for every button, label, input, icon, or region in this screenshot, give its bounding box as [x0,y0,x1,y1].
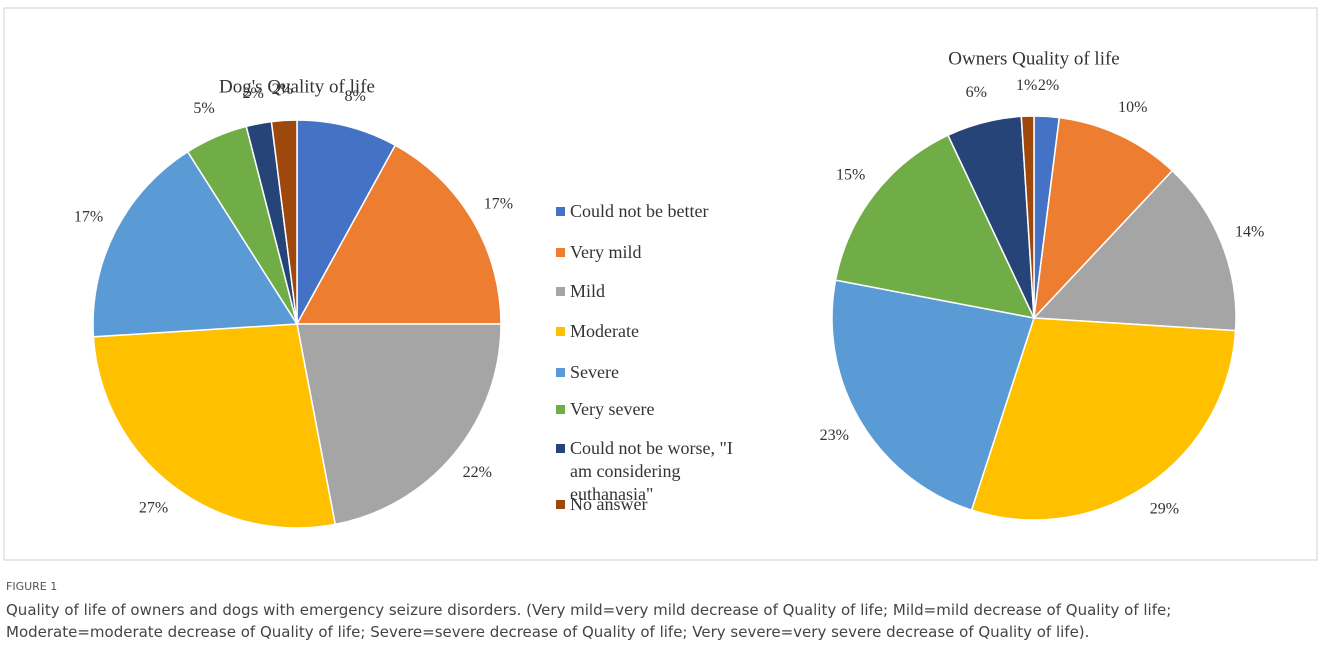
pie-slice [1032,116,1174,321]
pie-slice [92,150,299,338]
pie-slice [295,144,502,325]
data-label: 2% [242,85,263,102]
legend-item: Could not be better [556,200,756,223]
legend-item: Very mild [556,241,756,264]
caption-label: FIGURE 1 [6,580,58,593]
data-label: 8% [345,88,366,105]
legend-label: Could not be better [570,201,709,221]
legend-item: Severe [556,361,756,384]
data-label: 15% [836,166,865,183]
data-label: 17% [74,208,103,225]
pie-slice [296,119,397,325]
data-label: 5% [193,100,214,117]
legend-swatch [556,500,565,509]
legend-swatch [556,444,565,453]
legend-label: Mild [570,281,606,301]
data-label: 6% [966,84,987,101]
pie-slice [831,279,1035,512]
pie-slice [92,323,337,529]
pie-slice [296,323,502,526]
legend-item: Moderate [556,320,756,343]
pie-slice [1020,115,1035,319]
pie-slice [1032,169,1237,332]
data-label: 23% [820,427,849,444]
legend-item: No answer [556,493,756,516]
data-label: 10% [1118,99,1147,116]
legend-swatch [556,287,565,296]
legend-label: Moderate [570,321,639,341]
legend-swatch [556,405,565,414]
data-label: 2% [272,81,293,98]
legend-swatch [556,327,565,336]
data-label: 14% [1235,223,1264,240]
chart-title: Dog's Quality of life [219,76,375,97]
legend-label: Very mild [570,242,642,262]
legend-swatch [556,248,565,257]
legend-swatch [556,368,565,377]
data-label: 22% [463,464,492,481]
caption-text: Quality of life of owners and dogs with … [6,601,1172,641]
legend-item: Very severe [556,398,756,421]
data-label: 17% [484,196,513,213]
data-label: 1% [1016,77,1037,94]
legend-item: Could not be worse, "I am considering eu… [556,437,756,506]
legend-label: Very severe [570,399,655,419]
data-label: 2% [1038,77,1059,94]
pie-slice [270,119,298,325]
legend-label: Severe [570,362,619,382]
data-label: 27% [139,500,168,517]
data-label: 29% [1150,501,1179,518]
legend-swatch [556,207,565,216]
pie-slice [970,317,1237,521]
legend-label: No answer [570,494,648,514]
legend-label: Could not be worse, "I am considering eu… [570,438,733,504]
chart-title: Owners Quality of life [948,48,1119,69]
figure-border [3,7,1318,561]
pie-slice [834,134,1036,320]
legend-item: Mild [556,280,756,303]
